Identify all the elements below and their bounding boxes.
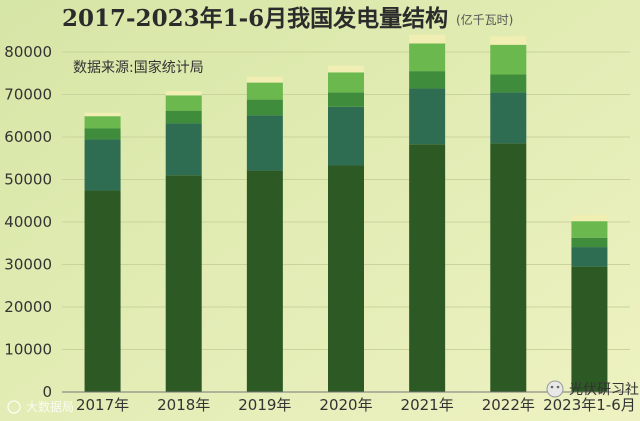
y-tick-label: 80000 — [4, 43, 52, 61]
bar-segment-5 — [246, 76, 283, 83]
y-tick-label: 10000 — [4, 341, 52, 359]
bar-segment-5 — [165, 91, 202, 96]
watermark-left: 大数据局 — [7, 399, 74, 414]
bar-segment-2 — [571, 247, 608, 267]
bar-segment-4 — [571, 221, 608, 238]
x-tick-label: 2018年 — [157, 396, 210, 414]
y-tick-label: 20000 — [4, 298, 52, 316]
watermark-right-text: 光伏研习社 — [569, 382, 639, 398]
y-tick-label: 50000 — [4, 171, 52, 189]
chart-title: 2017-2023年1-6月我国发电量结构 — [62, 5, 448, 32]
bar-segment-3 — [571, 237, 608, 248]
watermark-left-icon — [7, 400, 21, 414]
watermark-left-text: 大数据局 — [26, 399, 74, 414]
watermark-right: 光伏研习社 — [546, 380, 639, 398]
watermark-right-icon — [546, 380, 564, 398]
bar-segment-1 — [165, 175, 202, 392]
bar-segment-4 — [328, 72, 364, 93]
chart-source-note: 数据来源:国家统计局 — [73, 59, 204, 76]
y-tick-label: 60000 — [4, 128, 52, 146]
bar-segment-5 — [571, 215, 608, 222]
bar-segment-3 — [490, 74, 527, 93]
x-tick-label: 2019年 — [238, 396, 291, 414]
bar-segment-3 — [165, 110, 202, 124]
bar-segment-2 — [165, 123, 202, 176]
bar-segment-2 — [490, 92, 527, 144]
bar-segment-1 — [246, 170, 283, 392]
bar-segment-1 — [84, 190, 121, 392]
y-tick-label: 70000 — [4, 86, 52, 104]
x-tick-label: 2021年 — [401, 396, 454, 414]
bar-segment-1 — [490, 143, 527, 392]
chart-unit: (亿千瓦时) — [456, 12, 513, 27]
bar-segment-4 — [165, 95, 202, 111]
bar-segment-1 — [409, 144, 446, 392]
y-tick-label: 0 — [42, 383, 52, 401]
x-tick-label: 2023年1-6月 — [543, 396, 636, 414]
bar-segment-5 — [490, 36, 527, 45]
x-tick-label: 2017年 — [76, 396, 129, 414]
bar-segment-4 — [84, 116, 121, 129]
x-tick-label: 2022年 — [482, 396, 535, 414]
bar-segment-2 — [84, 139, 121, 191]
bar-segment-3 — [246, 99, 283, 116]
bar-segment-5 — [84, 112, 121, 117]
bar-segment-1 — [571, 266, 608, 392]
y-tick-label: 30000 — [4, 256, 52, 274]
bar-segment-1 — [328, 165, 364, 392]
bar-segment-2 — [328, 106, 364, 166]
bar-segment-2 — [246, 115, 283, 171]
bar-segment-3 — [328, 92, 364, 107]
bar-segment-5 — [328, 65, 364, 73]
bars — [84, 34, 608, 392]
y-axis-ticks: 0 10000 20000 30000 40000 50000 60000 70000 8000… — [4, 43, 52, 401]
bar-segment-3 — [84, 128, 121, 140]
y-tick-label: 40000 — [4, 213, 52, 231]
bar-segment-3 — [409, 71, 446, 89]
bar-segment-4 — [409, 43, 446, 72]
x-axis-ticks: 2017年 2018年 2019年 2020年 2021年 2022年 2023年1-6月 — [76, 396, 636, 414]
bar-segment-4 — [246, 82, 283, 100]
x-tick-label: 2020年 — [319, 396, 372, 414]
bar-segment-4 — [490, 44, 527, 75]
bar-segment-2 — [409, 88, 446, 145]
bar-segment-5 — [409, 34, 446, 44]
